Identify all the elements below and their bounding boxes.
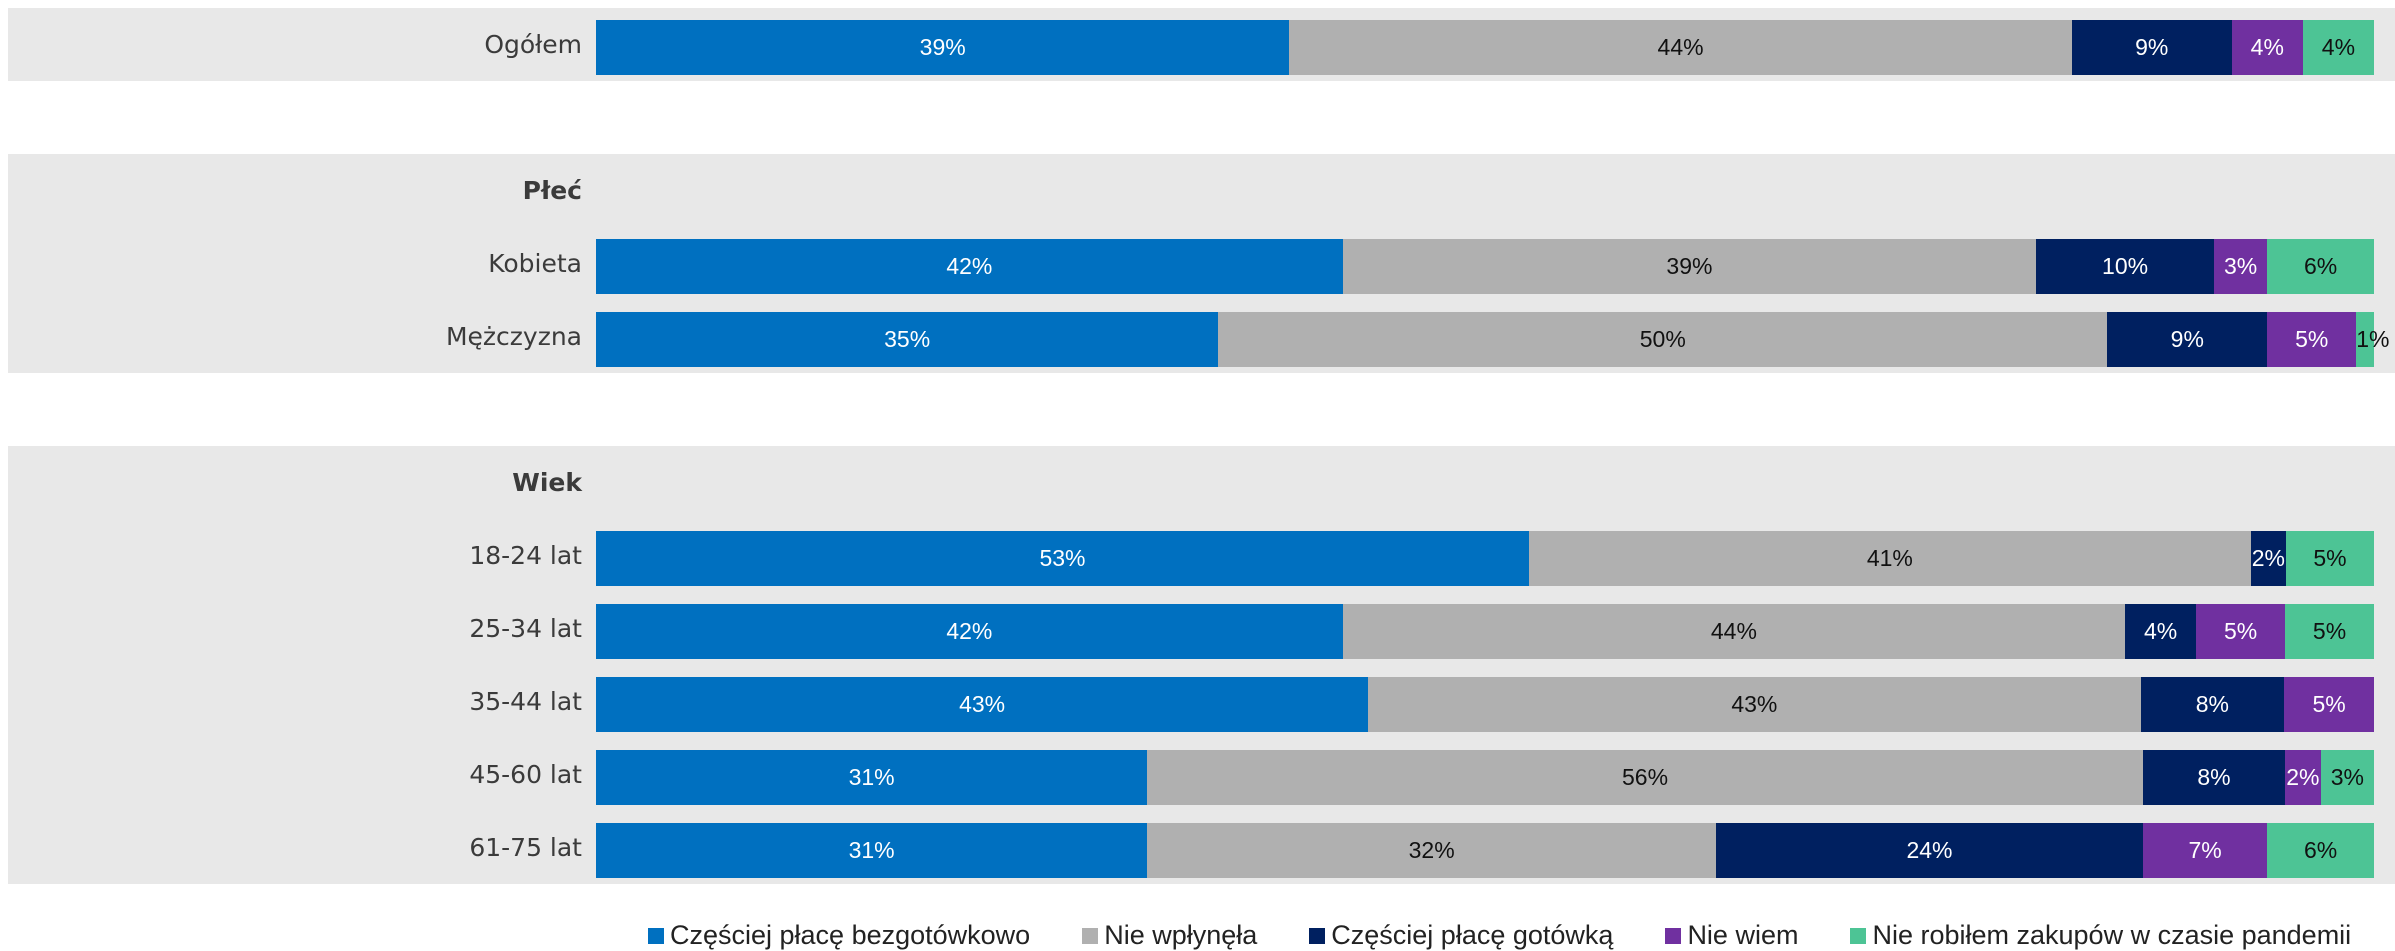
legend-swatch (1850, 927, 1867, 944)
bar-segment: 53% (596, 531, 1529, 586)
bar-segment: 9% (2107, 312, 2268, 367)
legend-item: Częściej płacę bezgotówkowo (648, 920, 1030, 951)
legend-label: Nie wiem (1687, 920, 1799, 950)
bar-segment: 4% (2231, 20, 2303, 75)
row-label: 45-60 lat (469, 760, 582, 789)
bar-segment: 42% (596, 604, 1343, 659)
bar-segment: 39% (596, 20, 1290, 75)
bar-segment: 41% (1529, 531, 2251, 586)
bar-segment: 2% (2250, 531, 2286, 586)
bar-segment: 7% (2142, 823, 2268, 878)
row-label: 61-75 lat (469, 833, 582, 862)
legend-swatch (1309, 927, 1326, 944)
bar-segment: 43% (1368, 677, 2141, 732)
bar-segment: 3% (2213, 239, 2268, 294)
row-label: Mężczyzna (445, 322, 582, 351)
bar-segment: 42% (596, 239, 1343, 294)
bar-segment: 5% (2285, 531, 2374, 586)
bar-segment: 6% (2267, 239, 2374, 294)
bar-segment: 5% (2196, 604, 2286, 659)
row-label: Ogółem (484, 30, 582, 59)
bar-segment: 31% (596, 823, 1148, 878)
legend-label: Nie robiłem zakupów w czasie pandemii (1872, 920, 2352, 950)
bar-segment: 4% (2125, 604, 2197, 659)
legend-item: Nie wpłynęła (1082, 920, 1257, 951)
legend-item: Częściej płacę gotówką (1309, 920, 1613, 951)
bar-segment: 56% (1147, 750, 2143, 805)
legend-swatch (648, 927, 664, 944)
row-label: 35-44 lat (469, 687, 582, 716)
bar-segment: 9% (2071, 20, 2232, 75)
bar-segment: 5% (2285, 604, 2374, 659)
bar-segment: 32% (1147, 823, 1717, 878)
bar-segment: 6% (2267, 823, 2374, 878)
chart-legend: Częściej płacę bezgotówkowo Nie wpłynęła C… (648, 920, 2351, 951)
bar-segment: 5% (2267, 312, 2357, 367)
section-heading: Wiek (512, 468, 582, 497)
bar-segment: 10% (2036, 239, 2214, 294)
bar-segment: 31% (596, 750, 1148, 805)
row-label: 25-34 lat (469, 614, 582, 643)
bar-segment: 44% (1342, 604, 2126, 659)
legend-label: Częściej płacę gotówką (1331, 920, 1614, 950)
bar-segment: 3% (2320, 750, 2374, 805)
bar-segment: 8% (2142, 750, 2286, 805)
bar-segment: 5% (2284, 677, 2374, 732)
bar-segment: 8% (2140, 677, 2285, 732)
legend-swatch (1665, 927, 1682, 944)
row-label: Kobieta (488, 249, 582, 278)
legend-item: Nie robiłem zakupów w czasie pandemii (1850, 920, 2351, 951)
legend-label: Nie wpłynęła (1104, 920, 1258, 950)
bar-segment: 4% (2302, 20, 2374, 75)
legend-label: Częściej płacę bezgotówkowo (670, 920, 1031, 950)
bar-segment: 1% (2356, 312, 2389, 367)
legend-item: Nie wiem (1665, 920, 1798, 951)
bar-segment: 39% (1342, 239, 2037, 294)
bar-segment: 2% (2285, 750, 2321, 805)
row-band (8, 446, 2395, 519)
bar-segment: 44% (1289, 20, 2072, 75)
section-heading: Płeć (522, 176, 582, 205)
bar-segment: 35% (596, 312, 1219, 367)
bar-segment: 43% (596, 677, 1369, 732)
legend-swatch (1082, 927, 1099, 944)
bar-segment: 24% (1716, 823, 2143, 878)
row-band (8, 154, 2395, 227)
bar-segment: 50% (1218, 312, 2108, 367)
row-label: 18-24 lat (469, 541, 582, 570)
